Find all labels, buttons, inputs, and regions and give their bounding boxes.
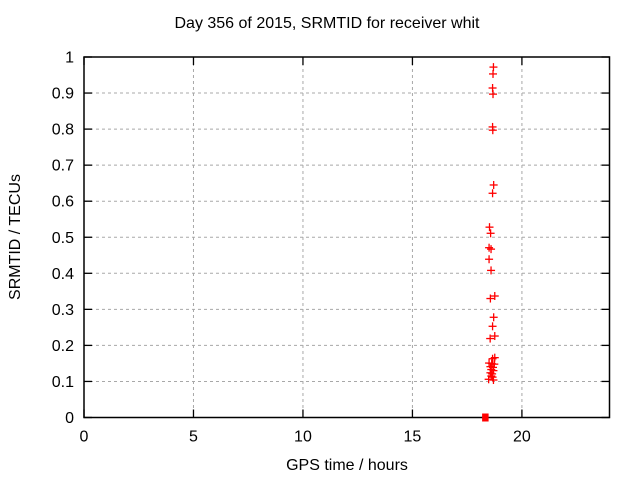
y-axis-label: SRMTID / TECUs xyxy=(7,174,24,300)
zero-cluster-marker xyxy=(482,413,489,422)
data-point xyxy=(484,375,493,384)
x-tick-label: 10 xyxy=(294,429,312,446)
y-tick-label: 0.9 xyxy=(52,86,74,103)
data-point xyxy=(489,69,498,78)
y-tick-label: 0.2 xyxy=(52,338,74,355)
data-point xyxy=(487,245,496,254)
y-tick-label: 0.3 xyxy=(52,302,74,319)
data-point xyxy=(489,90,498,99)
y-tick-label: 0.6 xyxy=(52,194,74,211)
y-tick-label: 0.5 xyxy=(52,230,74,247)
x-tick-label: 5 xyxy=(189,429,198,446)
data-point xyxy=(485,255,494,264)
data-point xyxy=(490,332,499,341)
grid-lines xyxy=(84,57,610,418)
y-tick-label: 1 xyxy=(65,50,74,67)
y-tick-label: 0.1 xyxy=(52,374,74,391)
data-point xyxy=(489,313,498,322)
tick-labels: 0 5 10 15 20 0 0.1 0.2 0.3 0.4 0.5 0.6 0.7 0.8 0.9 1 xyxy=(52,50,531,446)
x-tick-label: 0 xyxy=(80,429,89,446)
x-axis-label: GPS time / hours xyxy=(286,457,408,474)
x-tick-label: 15 xyxy=(404,429,422,446)
data-point xyxy=(486,334,495,343)
data-point xyxy=(487,266,496,275)
data-point xyxy=(489,63,498,72)
data-point xyxy=(488,322,497,331)
x-tick-label: 20 xyxy=(513,429,531,446)
axes xyxy=(83,56,611,419)
data-point xyxy=(485,243,494,252)
chart-title: Day 356 of 2015, SRMTID for receiver whi… xyxy=(174,15,480,32)
data-point xyxy=(488,126,497,135)
data-point xyxy=(489,180,498,189)
data-points xyxy=(482,63,499,422)
data-point xyxy=(488,189,497,198)
data-point xyxy=(486,229,495,238)
data-point xyxy=(486,294,495,303)
y-tick-label: 0.8 xyxy=(52,122,74,139)
y-tick-label: 0.4 xyxy=(52,266,74,283)
y-tick-label: 0.7 xyxy=(52,158,74,175)
data-point xyxy=(485,223,494,232)
data-point xyxy=(489,376,498,385)
y-tick-label: 0 xyxy=(65,410,74,427)
data-point xyxy=(490,292,499,301)
